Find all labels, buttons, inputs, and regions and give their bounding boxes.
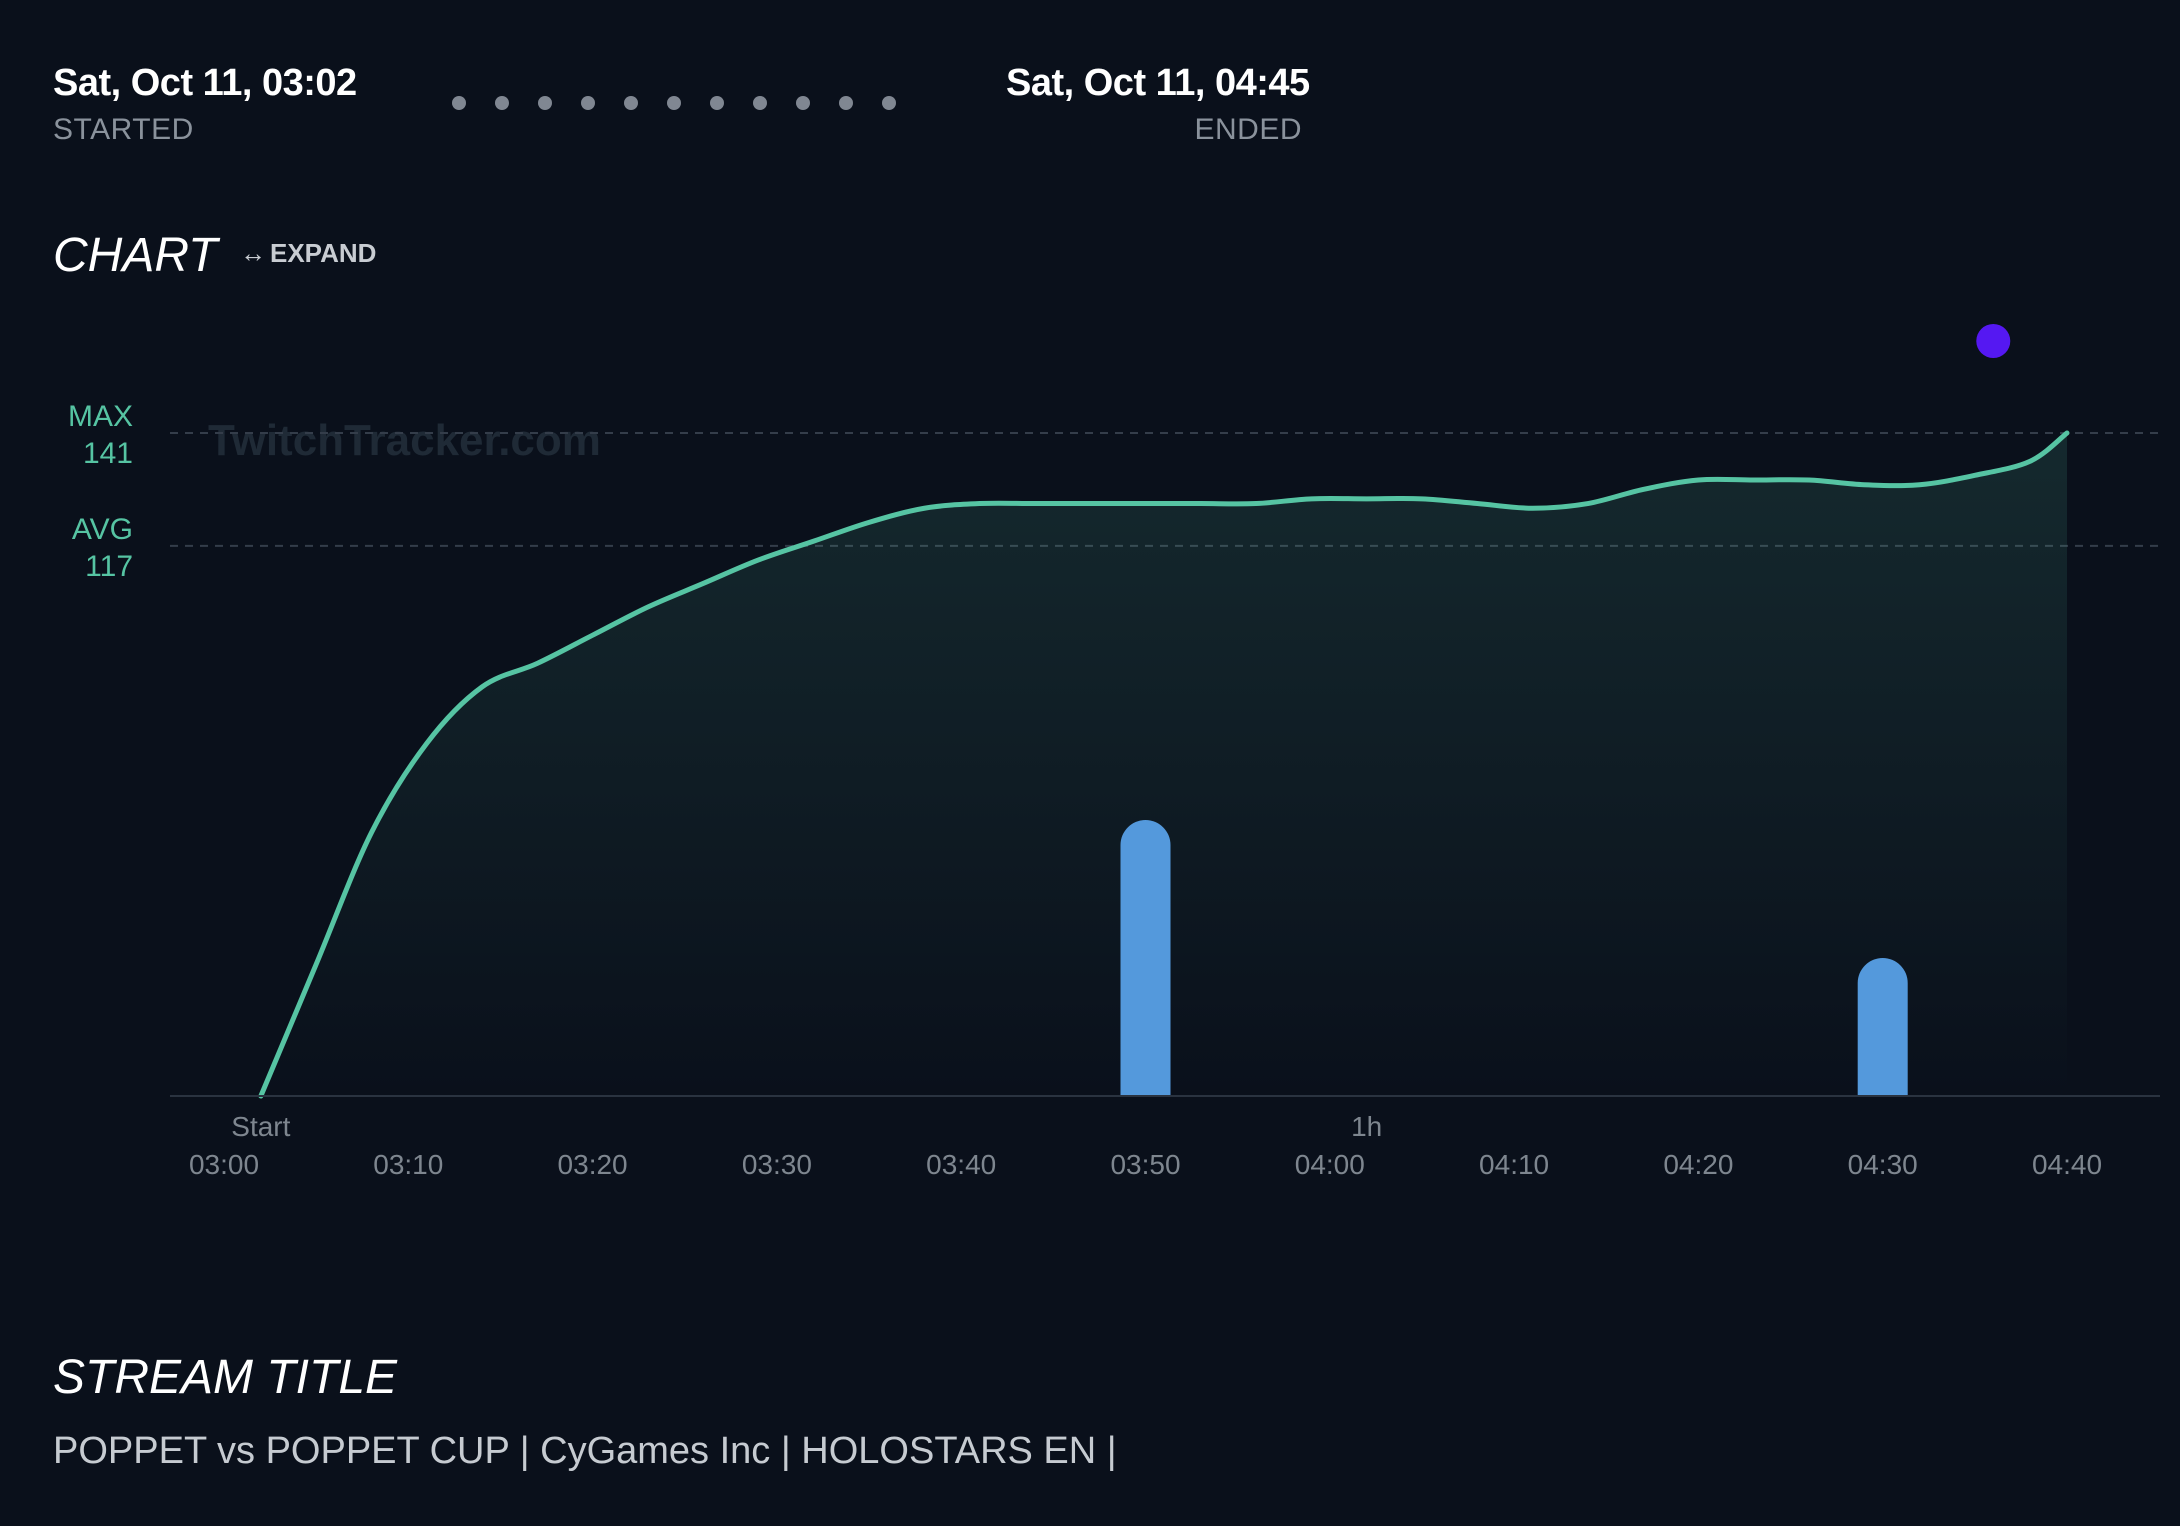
followers-bar[interactable]: [1857, 958, 1908, 1096]
stream-start-block: Sat, Oct 11, 03:02 STARTED: [53, 62, 357, 147]
stream-end-block: Sat, Oct 11, 04:45 ENDED: [1006, 62, 1310, 147]
progress-dot: [538, 96, 552, 110]
viewers-series-line: [258, 430, 2070, 1099]
progress-dot: [624, 96, 638, 110]
reference-label-max: MAX: [68, 400, 133, 433]
reference-value-max: 141: [83, 437, 133, 470]
followers-bar[interactable]: [1120, 820, 1171, 1096]
progress-dot: [882, 96, 896, 110]
left-right-arrow-icon: ↔: [240, 238, 266, 268]
end-time: Sat, Oct 11, 04:45: [1006, 62, 1310, 104]
x-tick-label: 04:30: [1848, 1149, 1918, 1180]
x-tick-label: 03:30: [742, 1149, 812, 1180]
progress-dot: [581, 96, 595, 110]
progress-dot: [495, 96, 509, 110]
reference-value-avg: 117: [85, 550, 133, 583]
stream-title-heading: STREAM TITLE: [53, 1351, 398, 1404]
x-tick-label: 04:40: [2032, 1149, 2102, 1180]
x-tick-label: 04:00: [1295, 1149, 1365, 1180]
progress-dot: [839, 96, 853, 110]
start-time: Sat, Oct 11, 03:02: [53, 62, 357, 104]
x-tick-label: 03:00: [189, 1149, 259, 1180]
chart-section-title: CHART: [53, 229, 218, 282]
stream-duration-dots: [452, 96, 912, 112]
x-tick-label: 03:10: [373, 1149, 443, 1180]
chart-watermark: TwitchTracker.com: [208, 416, 601, 465]
x-tick-label: 03:40: [926, 1149, 996, 1180]
stream-title-text: POPPET vs POPPET CUP | CyGames Inc | HOL…: [53, 1430, 1117, 1472]
reference-label-avg: AVG: [72, 513, 133, 546]
x-tick-label: 03:20: [558, 1149, 628, 1180]
time-marker-label: Start: [231, 1111, 290, 1142]
x-tick-label: 04:10: [1479, 1149, 1549, 1180]
viewers-area-fill: [260, 433, 2067, 1096]
progress-dot: [667, 96, 681, 110]
progress-dot: [796, 96, 810, 110]
end-label: ENDED: [1194, 113, 1302, 146]
progress-dot: [452, 96, 466, 110]
viewers-chart: TwitchTracker.com MAX 141 AVG 117 03:00 03:1…: [68, 324, 2160, 1180]
highlight-point[interactable]: [1976, 324, 2011, 358]
x-tick-label: 04:20: [1663, 1149, 1733, 1180]
expand-button[interactable]: ↔ EXPAND: [240, 238, 376, 269]
progress-dot: [710, 96, 724, 110]
progress-dot: [753, 96, 767, 110]
expand-label: EXPAND: [270, 238, 377, 268]
x-tick-label: 03:50: [1110, 1149, 1180, 1180]
start-label: STARTED: [53, 113, 194, 146]
time-marker-label: 1h: [1351, 1111, 1382, 1142]
